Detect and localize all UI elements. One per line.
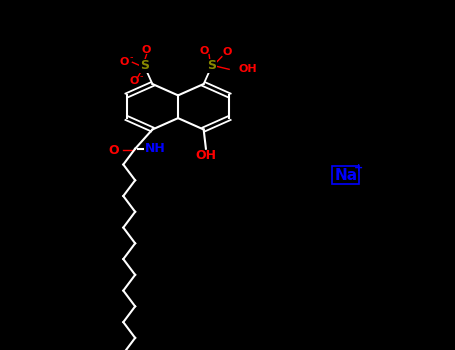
Text: S: S [207,59,216,72]
Text: Na: Na [334,168,357,182]
Text: O: O [142,45,151,55]
Text: +: + [354,163,363,173]
Text: O: O [108,144,119,157]
Text: OH: OH [238,64,257,74]
Text: -: - [140,71,143,80]
Text: S: S [140,59,149,72]
Text: OH: OH [196,148,217,162]
Text: O: O [120,57,129,66]
Text: -: - [130,52,133,62]
Text: O: O [199,46,209,56]
Text: O: O [222,48,232,57]
Text: NH: NH [145,142,166,155]
Text: O: O [130,76,139,85]
